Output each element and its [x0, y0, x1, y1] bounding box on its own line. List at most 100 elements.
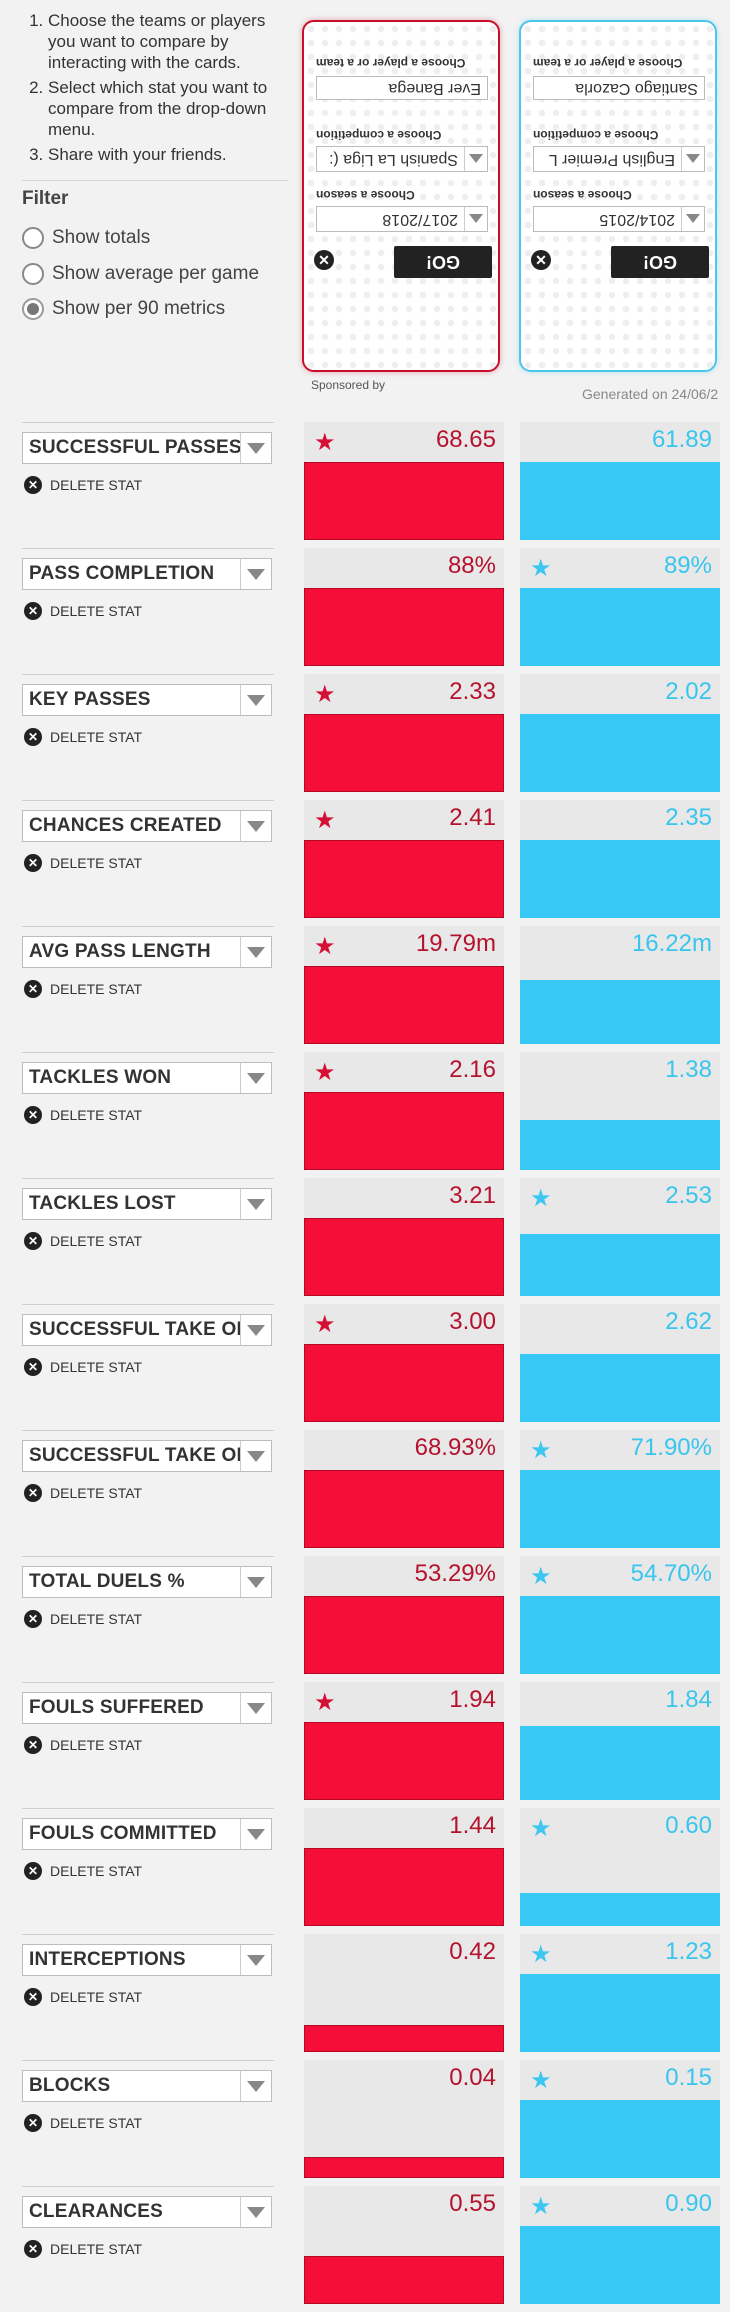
chevron-down-icon[interactable]	[240, 433, 271, 463]
close-icon[interactable]: ✕	[314, 250, 334, 270]
stat-value-left: 88%	[447, 552, 496, 579]
delete-stat-button[interactable]: ✕ DELETE STAT	[24, 1106, 142, 1124]
stat-name: AVG PASS LENGTH	[29, 941, 211, 962]
season-select[interactable]: 2014/2015	[533, 206, 705, 232]
stat-value-panel-right: 2.35	[520, 800, 720, 918]
stat-bar-left	[304, 1470, 504, 1548]
stat-value-left: 2.33	[449, 678, 496, 705]
filter-option-label: Show totals	[52, 227, 151, 248]
stat-select[interactable]: TACKLES WON	[22, 1062, 272, 1094]
stat-value-panel-left: 0.55	[304, 2186, 504, 2304]
delete-icon: ✕	[24, 1736, 42, 1754]
chevron-down-icon[interactable]	[240, 937, 271, 967]
player-input[interactable]: Santiago Cazorla	[533, 76, 705, 100]
stat-row: BLOCKS ✕ DELETE STAT 0.04 ★ 0.15	[0, 2060, 730, 2186]
player-card-right[interactable]: Choose a player or a team Santiago Cazor…	[519, 20, 717, 372]
delete-stat-label: DELETE STAT	[50, 855, 143, 871]
delete-stat-button[interactable]: ✕ DELETE STAT	[24, 1358, 142, 1376]
delete-stat-button[interactable]: ✕ DELETE STAT	[24, 1988, 142, 2006]
player-label: Choose a player or a team	[316, 56, 466, 70]
stat-value-panel-right: ★ 0.90	[520, 2186, 720, 2304]
delete-stat-button[interactable]: ✕ DELETE STAT	[24, 854, 142, 872]
delete-stat-button[interactable]: ✕ DELETE STAT	[24, 476, 142, 494]
stat-value-panel-left: ★ 3.00	[304, 1304, 504, 1422]
season-select[interactable]: 2017/2018	[316, 206, 488, 232]
player-input[interactable]: Ever Banega	[316, 76, 488, 100]
competition-select[interactable]: English Premier L	[533, 146, 705, 172]
stat-select[interactable]: PASS COMPLETION	[22, 558, 272, 590]
stat-select[interactable]: TACKLES LOST	[22, 1188, 272, 1220]
delete-icon: ✕	[24, 1232, 42, 1250]
chevron-down-icon[interactable]	[240, 1441, 271, 1471]
delete-stat-button[interactable]: ✕ DELETE STAT	[24, 1610, 142, 1628]
stat-bar-left	[304, 1722, 504, 1800]
radio-average[interactable]	[22, 263, 44, 285]
stat-select[interactable]: TOTAL DUELS %	[22, 1566, 272, 1598]
chevron-down-icon[interactable]	[240, 559, 271, 589]
stat-value-left: 19.79m	[415, 930, 496, 957]
stat-value-panel-right: ★ 54.70%	[520, 1556, 720, 1674]
star-icon: ★	[314, 933, 336, 960]
stat-select[interactable]: FOULS COMMITTED	[22, 1818, 272, 1850]
stat-bar-left	[304, 2256, 504, 2304]
stat-select[interactable]: KEY PASSES	[22, 684, 272, 716]
delete-stat-button[interactable]: ✕ DELETE STAT	[24, 1862, 142, 1880]
competition-select[interactable]: Spanish La Liga (:	[316, 146, 488, 172]
stat-select[interactable]: SUCCESSFUL TAKE ONS	[22, 1314, 272, 1346]
stat-value-left: 2.41	[449, 804, 496, 831]
stat-value-right: 71.90%	[630, 1434, 712, 1461]
radio-totals[interactable]	[22, 227, 44, 249]
delete-stat-button[interactable]: ✕ DELETE STAT	[24, 1484, 142, 1502]
chevron-down-icon[interactable]	[240, 2197, 271, 2227]
delete-stat-button[interactable]: ✕ DELETE STAT	[24, 2114, 142, 2132]
stat-bar-left	[304, 2157, 504, 2178]
filter-option-totals[interactable]: Show totals	[22, 224, 150, 252]
stat-name: SUCCESSFUL PASSES	[29, 437, 240, 458]
stat-select[interactable]: CHANCES CREATED	[22, 810, 272, 842]
chevron-down-icon[interactable]	[240, 811, 271, 841]
sponsored-label: Sponsored by	[310, 378, 386, 392]
stat-select[interactable]: AVG PASS LENGTH	[22, 936, 272, 968]
delete-stat-button[interactable]: ✕ DELETE STAT	[24, 728, 142, 746]
chevron-down-icon[interactable]	[240, 1567, 271, 1597]
delete-stat-label: DELETE STAT	[50, 1485, 143, 1501]
star-icon: ★	[314, 681, 336, 708]
stat-value-left: 1.44	[449, 1812, 496, 1839]
chevron-down-icon[interactable]	[240, 1189, 271, 1219]
close-icon[interactable]: ✕	[531, 250, 551, 270]
star-icon: ★	[314, 1311, 336, 1338]
stat-select[interactable]: CLEARANCES	[22, 2196, 272, 2228]
delete-stat-button[interactable]: ✕ DELETE STAT	[24, 1232, 142, 1250]
stat-select[interactable]: SUCCESSFUL TAKE ONS %	[22, 1440, 272, 1472]
stat-select[interactable]: BLOCKS	[22, 2070, 272, 2102]
filter-option-per90[interactable]: Show per 90 metrics	[22, 295, 225, 323]
chevron-down-icon[interactable]	[240, 1819, 271, 1849]
chevron-down-icon[interactable]	[240, 1693, 271, 1723]
player-card-left[interactable]: Choose a player or a team Ever Banega Ch…	[302, 20, 500, 372]
stat-bar-left	[304, 840, 504, 918]
stat-value-right: 89%	[663, 552, 712, 579]
go-button[interactable]: GO!	[394, 246, 492, 278]
delete-stat-button[interactable]: ✕ DELETE STAT	[24, 1736, 142, 1754]
stat-divider	[22, 1808, 274, 1809]
chevron-down-icon[interactable]	[240, 1063, 271, 1093]
go-button[interactable]: GO!	[611, 246, 709, 278]
delete-stat-button[interactable]: ✕ DELETE STAT	[24, 980, 142, 998]
stat-select[interactable]: SUCCESSFUL PASSES	[22, 432, 272, 464]
filter-option-average[interactable]: Show average per game	[22, 260, 259, 288]
stat-row: KEY PASSES ✕ DELETE STAT ★ 2.33 2.02	[0, 674, 730, 800]
chevron-down-icon[interactable]	[240, 1315, 271, 1345]
chevron-down-icon[interactable]	[240, 685, 271, 715]
delete-stat-label: DELETE STAT	[50, 1737, 143, 1753]
instruction-3: Share with your friends.	[48, 144, 290, 165]
radio-per90[interactable]	[22, 298, 44, 320]
stat-divider	[22, 1430, 274, 1431]
delete-stat-label: DELETE STAT	[50, 1989, 143, 2005]
stat-value-right: 16.22m	[631, 930, 712, 957]
stat-select[interactable]: INTERCEPTIONS	[22, 1944, 272, 1976]
chevron-down-icon[interactable]	[240, 2071, 271, 2101]
chevron-down-icon[interactable]	[240, 1945, 271, 1975]
stat-select[interactable]: FOULS SUFFERED	[22, 1692, 272, 1724]
delete-stat-button[interactable]: ✕ DELETE STAT	[24, 602, 142, 620]
delete-stat-button[interactable]: ✕ DELETE STAT	[24, 2240, 142, 2258]
